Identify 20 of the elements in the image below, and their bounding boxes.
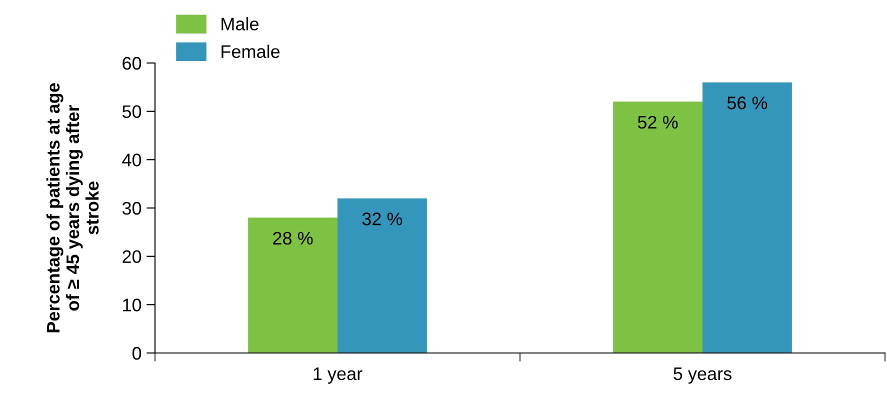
data-label: 28 % bbox=[273, 232, 313, 245]
y-tick-label: 10 bbox=[123, 298, 142, 312]
x-tick-label: 5 years bbox=[674, 368, 732, 384]
y-tick-label: 40 bbox=[122, 154, 142, 166]
y-tick-label: 60 bbox=[122, 56, 142, 70]
data-label: 52 % bbox=[638, 116, 678, 129]
y-axis-title: Percentage of patients at age of ≥ 45 years dying after stroke bbox=[46, 83, 99, 332]
bar bbox=[248, 218, 338, 353]
y-tick-label: 20 bbox=[122, 250, 142, 264]
data-label: 32 % bbox=[362, 212, 402, 226]
legend-label: Female bbox=[222, 44, 280, 58]
y-tick-label: 30 bbox=[122, 202, 142, 215]
bar bbox=[702, 82, 792, 353]
data-label: 56 % bbox=[727, 96, 768, 110]
y-tick-label: 0 bbox=[132, 346, 142, 360]
bar bbox=[338, 198, 427, 353]
legend-label: Male bbox=[222, 17, 258, 30]
bar bbox=[613, 102, 702, 353]
x-tick-label: 1 year bbox=[314, 368, 362, 384]
y-tick-label: 50 bbox=[122, 105, 142, 118]
